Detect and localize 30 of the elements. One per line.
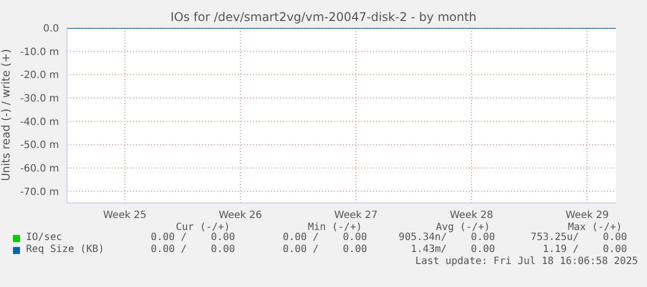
x-tick-label: Week 25	[103, 210, 146, 222]
y-tick-label: -40.0 m	[20, 116, 59, 128]
text: Avg (-/+)	[436, 222, 490, 233]
text: 1.43m/ 0.00	[410, 244, 495, 255]
y-tick-label: -20.0 m	[20, 70, 59, 82]
chart-title: IOs for /dev/smart2vg/vm-20047-disk-2 - by month	[169, 10, 478, 24]
text: Min (-/+)	[308, 222, 362, 233]
y-tick-label: -10.0 m	[20, 46, 59, 58]
text: 1.19 / 0.00	[542, 244, 627, 255]
text: Last update: Fri Jul 18 16:06:58 2025	[415, 256, 638, 267]
y-axis-title: Units read (-) / write (+)	[0, 48, 12, 182]
text: 753.25u/ 0.00	[530, 232, 627, 243]
text: Cur (-/+)	[176, 222, 230, 233]
text: Max (-/+)	[568, 222, 622, 233]
y-tick-label: -70.0 m	[20, 186, 59, 198]
y-tick-label: -60.0 m	[20, 164, 59, 175]
x-tick-label: Week 28	[450, 210, 494, 222]
text: 905.34n/ 0.00	[398, 232, 495, 243]
text: 0.00 / 0.00	[150, 244, 235, 255]
text: 0.00 / 0.00	[282, 232, 367, 243]
x-tick-label: Week 26	[218, 210, 262, 222]
x-tick-label: Week 29	[565, 210, 609, 222]
legend-label: IO/sec	[26, 232, 62, 243]
text: 0.00 / 0.00	[282, 244, 367, 255]
y-tick-label: 0.0	[43, 24, 59, 35]
y-tick-label: -50.0 m	[20, 140, 59, 152]
x-tick-label: Week 27	[334, 210, 378, 222]
legend-label: Req Size (KB)	[26, 244, 104, 255]
text: 0.00 / 0.00	[150, 232, 235, 243]
y-tick-label: -30.0 m	[20, 94, 59, 105]
